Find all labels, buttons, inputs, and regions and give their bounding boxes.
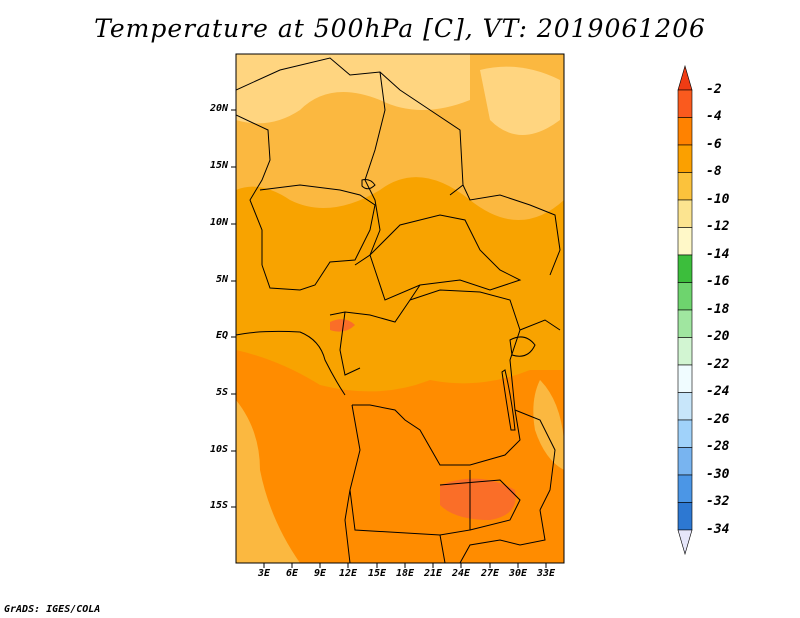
field-south-hot [440, 478, 516, 520]
colorbar-label: -2 [706, 82, 722, 97]
lat-label-10n: 10N [209, 217, 228, 228]
field-se-light [533, 380, 564, 470]
lon-label-30e: 30E [508, 568, 528, 579]
lat-label-15n: 15N [209, 160, 228, 171]
colorbar-label: -12 [706, 219, 730, 234]
border-mozambique [459, 509, 546, 563]
colorbar-box [677, 172, 693, 201]
field-north-lighter [236, 54, 470, 124]
border-sahara [236, 57, 464, 196]
colorbar-box [677, 117, 693, 146]
grads-credit: GrADS: IGES/COLA [4, 604, 101, 615]
lon-label-21e: 21E [423, 568, 443, 579]
colorbar-box [677, 364, 693, 393]
lat-label-20n: 20N [209, 103, 228, 114]
border-sudan-east [462, 184, 561, 276]
lat-label-eq: EQ [215, 330, 228, 341]
lat-label-10s: 10S [209, 444, 228, 455]
lon-label-33e: 33E [536, 568, 556, 579]
colorbar-box [677, 309, 693, 338]
lake-victoria [509, 336, 536, 357]
border-west [236, 114, 271, 265]
map-title: Temperature at 500hPa [C], VT: 201906120… [94, 14, 706, 43]
map-frame [235, 53, 565, 564]
border-congo [329, 284, 421, 376]
colorbar-box [677, 144, 693, 173]
colorbar-bottom-triangle [677, 529, 693, 556]
field-ne-patch [480, 66, 560, 135]
lon-label-9e: 9E [313, 568, 327, 579]
colorbar-box [677, 282, 693, 311]
colorbar-label: -24 [706, 384, 730, 399]
colorbar-label: -14 [706, 247, 730, 262]
colorbar-label: -16 [706, 274, 730, 289]
colorbar-box [677, 447, 693, 476]
colorbar-box [677, 392, 693, 421]
field-sw-light [236, 400, 300, 563]
field-center-patch [330, 319, 355, 332]
colorbar-label: -26 [706, 412, 730, 427]
border-namibia [344, 489, 446, 563]
colorbar-box [677, 199, 693, 228]
colorbar-top-triangle [677, 64, 693, 91]
border-car [369, 214, 522, 301]
colorbar-label: -8 [706, 164, 722, 179]
colorbar-box [677, 227, 693, 256]
colorbar-box [677, 474, 693, 503]
lon-label-12e: 12E [338, 568, 358, 579]
lake-chad [361, 179, 376, 190]
lon-label-18e: 18E [395, 568, 415, 579]
border-zambia [439, 479, 521, 531]
colorbar-label: -18 [706, 302, 730, 317]
lat-label-5s: 5S [215, 387, 228, 398]
lat-label-5n: 5N [215, 274, 228, 285]
colorbar-label: -28 [706, 439, 730, 454]
coast-gabon [236, 330, 346, 396]
colorbar-label: -10 [706, 192, 730, 207]
colorbar-label: -30 [706, 467, 730, 482]
lon-label-15e: 15E [367, 568, 387, 579]
border-nigeria [259, 184, 376, 291]
colorbar-label: -32 [706, 494, 730, 509]
colorbar-label: -4 [706, 109, 722, 124]
lake-tanganyika [501, 369, 516, 431]
colorbar-box [677, 502, 693, 531]
lat-label-15s: 15S [209, 500, 228, 511]
border-chad-sudan [354, 71, 386, 266]
colorbar-label: -34 [706, 522, 730, 537]
colorbar-label: -22 [706, 357, 730, 372]
lon-label-27e: 27E [480, 568, 500, 579]
lon-label-6e: 6E [285, 568, 299, 579]
border-tanzania [514, 319, 561, 511]
lon-label-24e: 24E [451, 568, 471, 579]
colorbar-label: -6 [706, 137, 722, 152]
colorbar-box [677, 337, 693, 366]
colorbar-box [677, 89, 693, 118]
colorbar-box [677, 419, 693, 448]
lon-label-3e: 3E [257, 568, 271, 579]
border-drc [352, 289, 521, 466]
colorbar-box [677, 254, 693, 283]
colorbar-label: -20 [706, 329, 730, 344]
colorbar [677, 64, 693, 556]
